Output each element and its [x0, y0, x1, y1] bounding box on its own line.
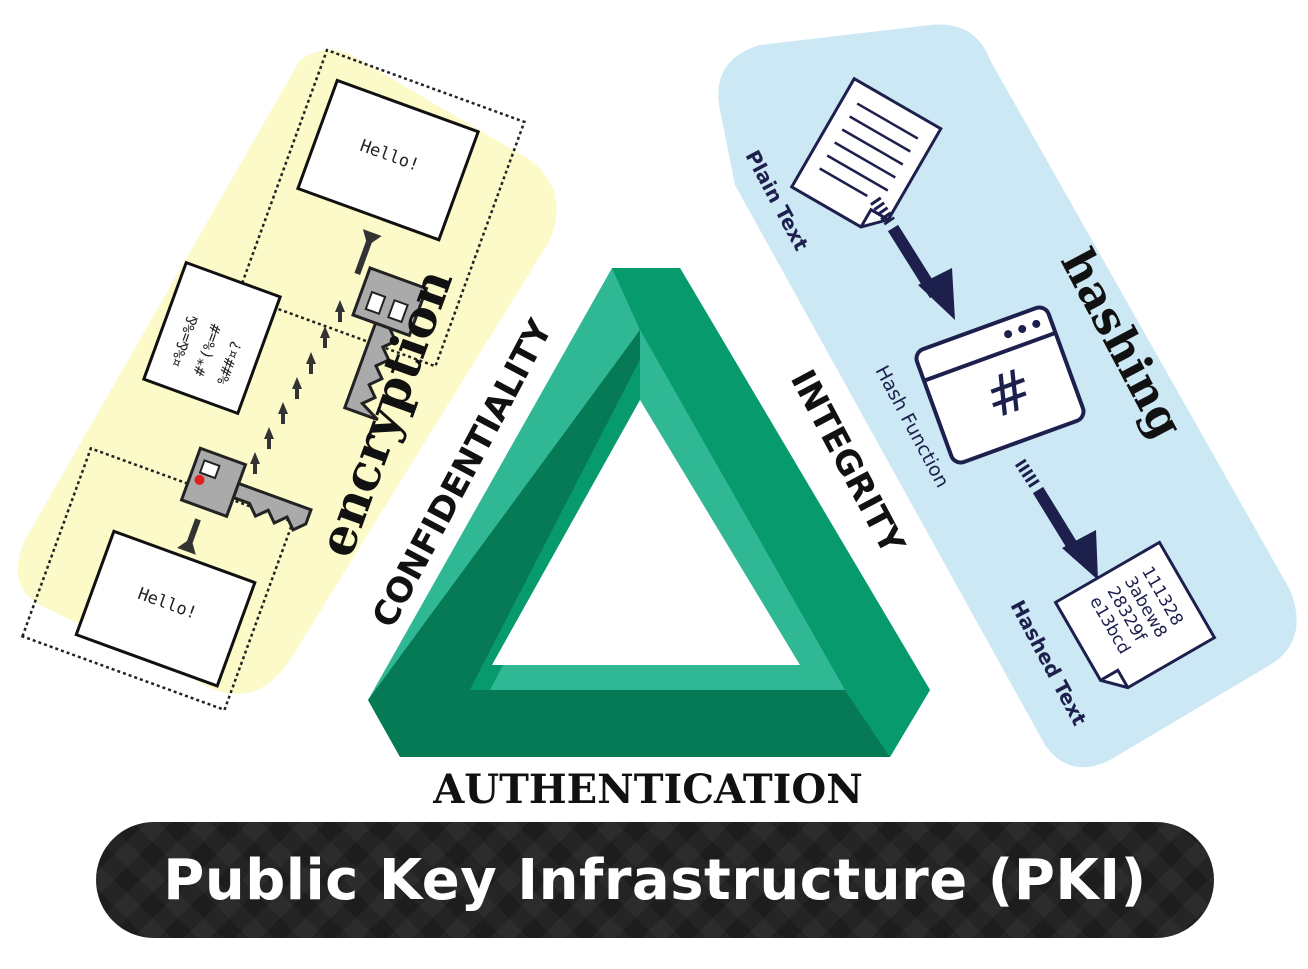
arrow-to-hash [870, 196, 955, 320]
hash-function-box: # [914, 305, 1086, 465]
key-icon-top [342, 266, 429, 422]
page-title: Public Key Infrastructure (PKI) [163, 847, 1147, 913]
key-icon-bottom [179, 446, 313, 532]
title-bar: Public Key Infrastructure (PKI) [96, 822, 1214, 938]
hashing-panel: Plain Text # Hash Function [718, 24, 1297, 768]
authentication-label: AUTHENTICATION [432, 766, 863, 813]
transmission-arrows [250, 300, 345, 474]
hashed-text-document [1053, 540, 1217, 690]
ciphertext-document: ¤%&=%& #*(%=# %##¤? [141, 260, 283, 416]
plaintext-document-bottom: Hello! [74, 529, 257, 688]
decrypted-group: Hello! [236, 48, 526, 422]
plain-text-document [789, 76, 943, 229]
encryption-panel: Hello! ¤%&=%& #*(%=# %##¤? [17, 48, 557, 712]
plaintext-group: Hello! [20, 446, 295, 712]
plaintext-document-top: Hello! [295, 78, 481, 242]
penrose-triangle [368, 268, 930, 757]
arrow-to-hashed [1014, 458, 1098, 580]
